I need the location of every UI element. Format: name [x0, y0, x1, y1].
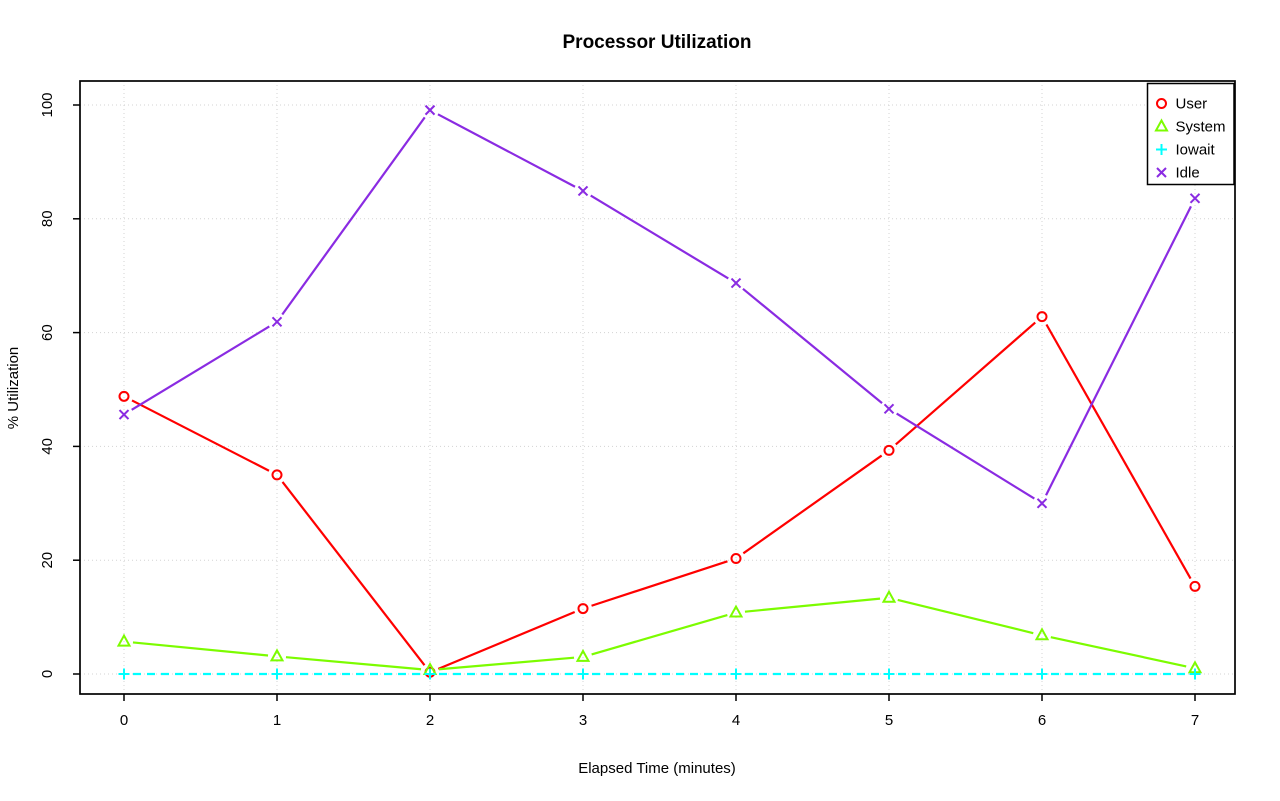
marker-x [730, 277, 742, 289]
plot-frame [79, 80, 1236, 695]
x-tick-label: 6 [1038, 712, 1046, 729]
series-idle [118, 104, 1201, 509]
legend: User System Iowait Idle [1146, 82, 1235, 186]
series-segment [590, 194, 729, 280]
series-segment [437, 113, 576, 188]
y-tick-label: 60 [39, 324, 56, 341]
series-segment [742, 287, 883, 404]
marker-triangle [1154, 118, 1169, 132]
series-segment [744, 597, 881, 613]
y-tick-label: 0 [39, 670, 56, 678]
y-tick-label: 20 [39, 552, 56, 569]
legend-box [1146, 82, 1235, 186]
y-tick-label: 40 [39, 438, 56, 455]
series-segment [132, 641, 269, 657]
marker-triangle [116, 633, 132, 647]
marker-x [271, 316, 283, 327]
marker-x [118, 409, 130, 420]
marker-circle [1189, 580, 1201, 592]
legend-item-label: User [1176, 96, 1208, 113]
marker-x [577, 185, 589, 197]
marker-x [1189, 193, 1201, 204]
chart-title: Processor Utilization [563, 32, 752, 53]
series-segment [1050, 636, 1187, 668]
x-tick-label: 1 [273, 712, 281, 729]
series-segment [281, 481, 426, 666]
marker-circle [118, 390, 130, 402]
series-user [118, 311, 1201, 678]
marker-circle [1156, 98, 1167, 109]
series-segment [281, 116, 426, 316]
marker-triangle [269, 648, 285, 662]
y-axis-title: % Utilization [5, 347, 22, 430]
legend-item: System [1154, 118, 1226, 136]
legend-item: User [1156, 96, 1208, 113]
x-axis-title: Elapsed Time (minutes) [578, 760, 736, 777]
x-tick-label: 2 [426, 712, 434, 729]
marker-x [424, 104, 436, 116]
y-tick-label: 100 [39, 92, 56, 117]
series-segment [131, 325, 270, 411]
marker-circle [1036, 311, 1048, 323]
legend-item-label: System [1176, 119, 1226, 136]
x-tick-label: 4 [732, 712, 740, 729]
series-segment [437, 611, 576, 670]
legend-item-label: Idle [1176, 165, 1200, 182]
series-segment [591, 613, 728, 656]
marker-circle [883, 444, 895, 456]
series-segment [131, 399, 270, 472]
series-segment [895, 321, 1036, 446]
legend-item: Iowait [1156, 142, 1216, 159]
marker-x [1036, 498, 1048, 509]
marker-circle [271, 469, 283, 481]
chart-plot-area: 0 1 2 3 4 5 6 7 0 20 40 60 80 100 User System Iowait Idle [39, 80, 1236, 729]
series-segment [742, 454, 883, 555]
y-tick-label: 80 [39, 210, 56, 227]
series-segment [1045, 205, 1192, 496]
marker-circle [577, 603, 589, 615]
legend-item: Idle [1156, 165, 1200, 182]
series-segment [591, 560, 728, 607]
marker-x [1156, 167, 1167, 178]
marker-circle [730, 552, 742, 564]
x-tick-label: 0 [120, 712, 128, 729]
series-system [116, 589, 1203, 676]
marker-triangle [1034, 627, 1050, 641]
series-segment [897, 598, 1034, 635]
legend-item-label: Iowait [1176, 142, 1216, 159]
marker-triangle [881, 589, 897, 603]
series-segment [285, 656, 422, 671]
series-segment [438, 656, 575, 671]
x-tick-label: 3 [579, 712, 587, 729]
marker-triangle [728, 604, 744, 618]
series-iowait [118, 668, 1201, 680]
series-segment [896, 412, 1035, 500]
x-tick-label: 5 [885, 712, 893, 729]
marker-x [883, 403, 895, 415]
marker-triangle [575, 648, 591, 662]
series-segment [1045, 323, 1192, 580]
x-tick-label: 7 [1191, 712, 1199, 729]
